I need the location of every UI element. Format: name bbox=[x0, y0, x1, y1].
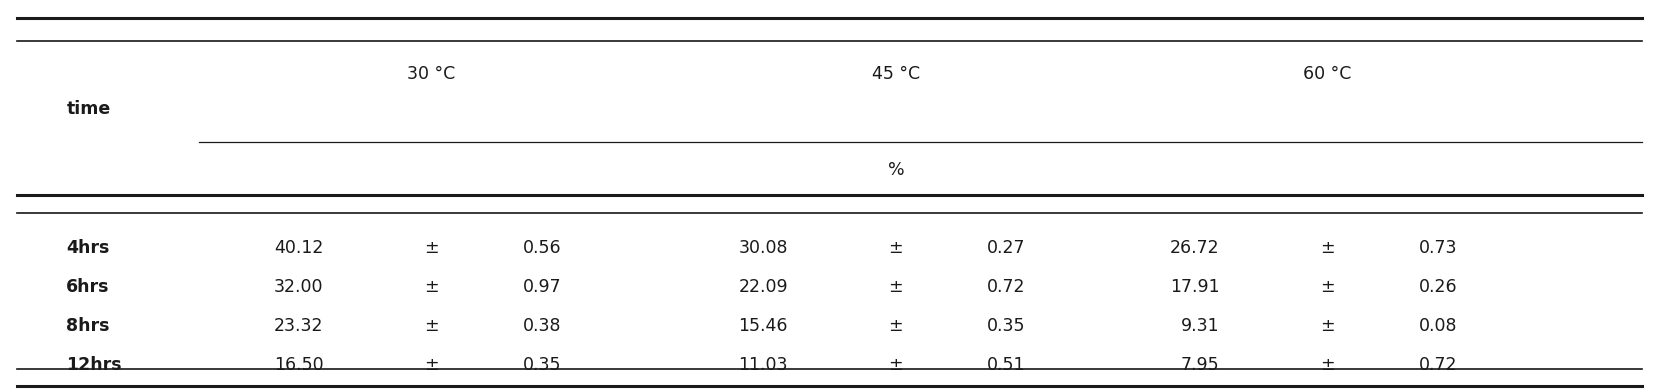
Text: ±: ± bbox=[889, 356, 902, 374]
Text: 11.03: 11.03 bbox=[738, 356, 788, 374]
Text: ±: ± bbox=[425, 278, 438, 296]
Text: ±: ± bbox=[1321, 239, 1334, 257]
Text: 0.97: 0.97 bbox=[523, 278, 561, 296]
Text: 4hrs: 4hrs bbox=[66, 239, 109, 257]
Text: %: % bbox=[888, 161, 904, 179]
Text: ±: ± bbox=[425, 239, 438, 257]
Text: 0.73: 0.73 bbox=[1418, 239, 1457, 257]
Text: 6hrs: 6hrs bbox=[66, 278, 109, 296]
Text: 0.26: 0.26 bbox=[1418, 278, 1457, 296]
Text: ±: ± bbox=[425, 356, 438, 374]
Text: ±: ± bbox=[1321, 356, 1334, 374]
Text: 9.31: 9.31 bbox=[1181, 317, 1219, 335]
Text: 0.27: 0.27 bbox=[987, 239, 1025, 257]
Text: 8hrs: 8hrs bbox=[66, 317, 109, 335]
Text: 30.08: 30.08 bbox=[738, 239, 788, 257]
Text: 32.00: 32.00 bbox=[274, 278, 324, 296]
Text: 16.50: 16.50 bbox=[274, 356, 324, 374]
Text: 60 °C: 60 °C bbox=[1302, 65, 1352, 83]
Text: 15.46: 15.46 bbox=[738, 317, 788, 335]
Text: 22.09: 22.09 bbox=[738, 278, 788, 296]
Text: ±: ± bbox=[889, 278, 902, 296]
Text: 0.56: 0.56 bbox=[523, 239, 561, 257]
Text: 0.08: 0.08 bbox=[1418, 317, 1457, 335]
Text: 0.38: 0.38 bbox=[523, 317, 561, 335]
Text: 0.72: 0.72 bbox=[987, 278, 1025, 296]
Text: 45 °C: 45 °C bbox=[871, 65, 921, 83]
Text: ±: ± bbox=[425, 317, 438, 335]
Text: 0.72: 0.72 bbox=[1418, 356, 1457, 374]
Text: 23.32: 23.32 bbox=[274, 317, 324, 335]
Text: ±: ± bbox=[1321, 317, 1334, 335]
Text: 40.12: 40.12 bbox=[274, 239, 324, 257]
Text: ±: ± bbox=[1321, 278, 1334, 296]
Text: 0.51: 0.51 bbox=[987, 356, 1025, 374]
Text: ±: ± bbox=[889, 239, 902, 257]
Text: 30 °C: 30 °C bbox=[406, 65, 456, 83]
Text: time: time bbox=[66, 100, 111, 118]
Text: 17.91: 17.91 bbox=[1170, 278, 1219, 296]
Text: ±: ± bbox=[889, 317, 902, 335]
Text: 0.35: 0.35 bbox=[523, 356, 561, 374]
Text: 7.95: 7.95 bbox=[1181, 356, 1219, 374]
Text: 12hrs: 12hrs bbox=[66, 356, 123, 374]
Text: 0.35: 0.35 bbox=[987, 317, 1025, 335]
Text: 26.72: 26.72 bbox=[1170, 239, 1219, 257]
